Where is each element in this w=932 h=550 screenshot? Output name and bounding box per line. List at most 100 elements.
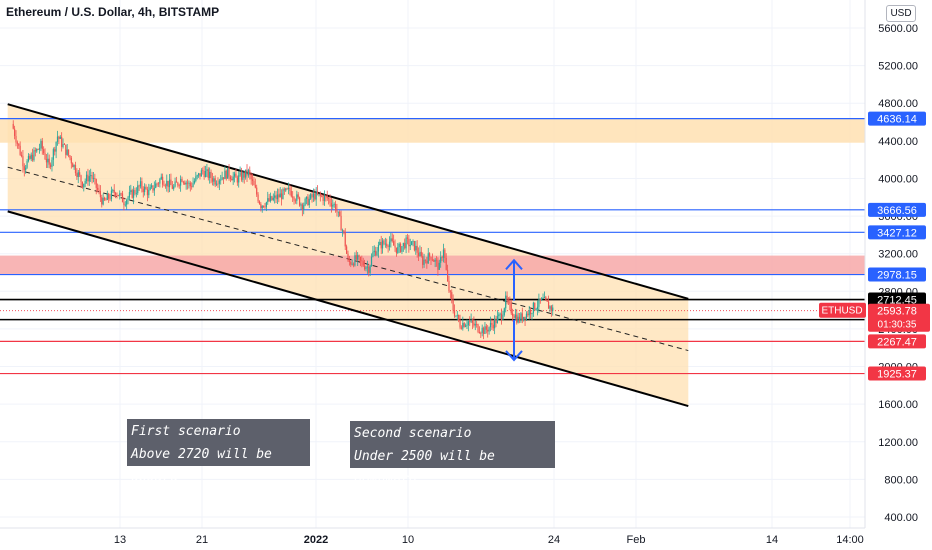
candle-body — [132, 189, 135, 198]
candle-body — [424, 259, 427, 261]
candle-body — [517, 316, 519, 323]
candle-body — [149, 187, 151, 190]
candle-body — [138, 185, 140, 187]
level-label: 1925.37 — [877, 369, 917, 381]
candle-body — [45, 159, 48, 163]
candle-body — [427, 253, 429, 264]
candle-body — [14, 128, 16, 136]
candle-body — [12, 123, 14, 129]
candle-body — [260, 203, 262, 209]
candle-body — [333, 203, 335, 205]
candle-body — [145, 186, 147, 190]
candle-body — [94, 177, 96, 180]
candle-body — [66, 149, 68, 155]
candle-body — [460, 327, 463, 329]
candle-body — [354, 255, 356, 266]
candle-body — [387, 246, 389, 247]
candle-body — [434, 259, 436, 262]
x-tick-label: 13 — [114, 534, 126, 546]
candle-body — [453, 310, 456, 317]
candle-body — [49, 164, 52, 167]
y-tick-label: 4800.00 — [878, 98, 918, 110]
candle-body — [131, 190, 133, 198]
candle-body — [323, 195, 326, 201]
candle-body — [541, 298, 543, 301]
candle-body — [498, 314, 500, 317]
candle-body — [543, 297, 546, 298]
candle-body — [322, 196, 324, 201]
candle-body — [171, 185, 173, 189]
candle-body — [16, 142, 18, 144]
candle-body — [157, 183, 160, 185]
candle-body — [271, 196, 273, 200]
candle-body — [95, 179, 97, 188]
x-tick-label: 2022 — [304, 534, 328, 546]
second-scenario-title: Second scenario — [354, 426, 472, 441]
candle-body — [188, 182, 190, 184]
horizontal-levels — [0, 118, 865, 375]
candle-body — [344, 232, 346, 247]
candle-body — [153, 187, 155, 191]
candle-body — [65, 144, 67, 155]
candle-body — [88, 176, 90, 182]
candle-body — [420, 251, 422, 257]
candle-body — [384, 243, 386, 245]
candle-body — [492, 324, 494, 329]
candle-body — [141, 181, 143, 189]
candle-body — [155, 183, 157, 188]
candle-body — [481, 327, 483, 333]
countdown-label: 01:30:35 — [878, 320, 917, 331]
candle-body — [325, 195, 327, 197]
candle-body — [126, 200, 128, 205]
y-tick-label: 800.00 — [884, 474, 918, 486]
candle-body — [268, 198, 270, 202]
level-label-bg — [868, 111, 926, 126]
candle-body — [518, 316, 521, 322]
candle-body — [63, 144, 66, 145]
price-zone — [0, 255, 865, 275]
candle-body — [413, 241, 415, 251]
candle-body — [315, 191, 317, 200]
candle-body — [305, 196, 308, 199]
candle-body — [429, 253, 431, 257]
candle-body — [383, 240, 385, 244]
candle-body — [531, 313, 533, 315]
candle-body — [419, 251, 421, 257]
candle-body — [391, 238, 393, 242]
candle-body — [232, 176, 234, 181]
level-label-bg — [868, 202, 926, 217]
candle-body — [386, 243, 388, 247]
candle-body — [463, 323, 465, 327]
candle-body — [482, 327, 485, 334]
candle-body — [214, 178, 216, 185]
candle-body — [287, 187, 290, 189]
candle-body — [256, 187, 258, 195]
candle-body — [245, 169, 247, 178]
candle-body — [467, 321, 469, 326]
level-label-bg — [868, 267, 926, 282]
candle-body — [163, 184, 165, 186]
candle-body — [405, 237, 407, 249]
scenario-arrows — [505, 258, 523, 362]
y-tick-label: 400.00 — [884, 512, 918, 524]
candle-body — [336, 210, 338, 212]
candle-body — [162, 176, 164, 185]
candle-body — [444, 249, 446, 258]
candle-body — [499, 313, 501, 315]
candle-body — [476, 324, 478, 325]
candle-body — [181, 178, 183, 182]
candle-body — [328, 198, 330, 199]
candle-body — [452, 299, 454, 311]
second-scenario-text: Under 2500 will be downward — [354, 449, 495, 487]
candle-body — [408, 238, 410, 247]
currency-button[interactable]: USD — [886, 5, 916, 22]
y-tick-label: 4400.00 — [878, 136, 918, 148]
candle-body — [238, 175, 240, 183]
candle-body — [47, 158, 49, 163]
candle-body — [513, 316, 515, 318]
candle-body — [361, 260, 363, 262]
candle-body — [72, 163, 74, 168]
chart-title: Ethereum / U.S. Dollar, 4h, BITSTAMP — [6, 5, 220, 19]
candle-body — [532, 302, 534, 314]
